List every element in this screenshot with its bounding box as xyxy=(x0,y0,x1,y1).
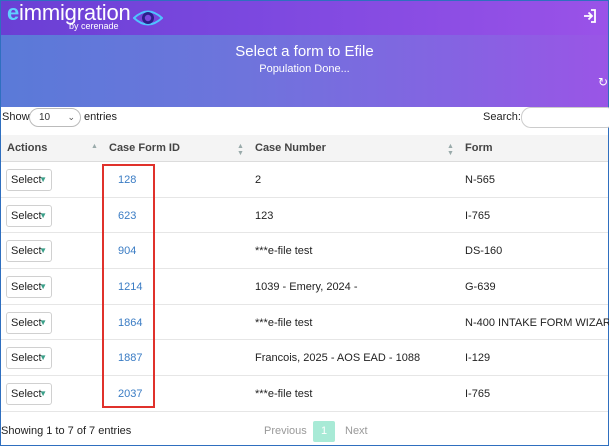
show-label: Show xyxy=(2,111,30,123)
case-number: 123 xyxy=(255,209,274,222)
table-row: Select ▼ 1214 1039 - Emery, 2024 - G-639 xyxy=(1,269,608,305)
chevron-down-icon: ▼ xyxy=(39,317,47,327)
logout-icon[interactable] xyxy=(582,8,598,24)
column-header-actions[interactable]: Actions xyxy=(7,142,48,154)
form-name: I-129 xyxy=(465,352,491,365)
chevron-down-icon: ▼ xyxy=(39,175,47,184)
form-name: N-400 INTAKE FORM WIZARD xyxy=(465,316,609,329)
table-row: Select ▼ 1887 Francois, 2025 - AOS EAD - … xyxy=(1,340,608,377)
entries-label: entries xyxy=(84,111,118,123)
sort-icon[interactable]: ▲ ▼ xyxy=(447,143,454,157)
case-form-id-link[interactable]: 1864 xyxy=(118,316,143,329)
column-header-case-number[interactable]: Case Number xyxy=(255,142,326,154)
sort-icon[interactable]: ▲ ▼ xyxy=(237,143,244,157)
table-controls: Show 10 ⌄ entries Search: xyxy=(1,107,609,135)
page-length-select[interactable]: 10 ⌄ xyxy=(29,108,81,127)
action-select[interactable]: Select ▼ xyxy=(6,204,52,227)
logo-text: eimmigration xyxy=(7,0,131,25)
form-name: I-765 xyxy=(465,209,491,222)
case-form-id-link[interactable]: 1887 xyxy=(118,352,143,365)
table-body: Select ▼ 128 2 N-565 Select ▼ 623 123 I-76… xyxy=(1,162,609,412)
table-row: Select ▼ 2037 ***e-file test I-765 xyxy=(1,376,608,412)
table-row: Select ▼ 128 2 N-565 xyxy=(1,162,608,198)
case-form-id-link[interactable]: 904 xyxy=(118,245,137,258)
case-number: ***e-file test xyxy=(255,388,313,401)
case-number: 1039 - Emery, 2024 - xyxy=(255,281,358,294)
status-text: Population Done... xyxy=(259,63,350,75)
form-name: DS-160 xyxy=(465,245,503,258)
case-form-id-link[interactable]: 2037 xyxy=(118,388,143,401)
form-name: G-639 xyxy=(465,281,496,294)
chevron-down-icon: ▼ xyxy=(39,353,47,363)
table-info: Showing 1 to 7 of 7 entries xyxy=(1,425,132,437)
case-form-id-link[interactable]: 623 xyxy=(118,209,137,222)
case-number: Francois, 2025 - AOS EAD - 1088 xyxy=(255,352,421,365)
column-header-case-form-id[interactable]: Case Form ID xyxy=(109,142,180,154)
chevron-down-icon: ▼ xyxy=(39,389,47,399)
chevron-down-icon: ▼ xyxy=(39,282,47,292)
action-select[interactable]: Select ▼ xyxy=(6,240,52,263)
previous-button[interactable]: Previous xyxy=(264,425,307,437)
chevron-down-icon: ▼ xyxy=(39,210,47,220)
highlight-box xyxy=(102,164,155,408)
case-number: ***e-file test xyxy=(255,245,313,258)
chevron-down-icon: ⌄ xyxy=(67,112,75,122)
page-title: Select a form to Efile xyxy=(235,43,374,60)
action-select[interactable]: Select ▼ xyxy=(6,169,52,191)
page-banner: Select a form to Efile Population Done..… xyxy=(1,35,608,107)
action-select[interactable]: Select ▼ xyxy=(6,311,52,334)
refresh-icon[interactable]: ↻ xyxy=(597,75,608,89)
table-row: Select ▼ 1864 ***e-file test N-400 INTAKE… xyxy=(1,305,609,341)
table-row: Select ▼ 904 ***e-file test DS-160 xyxy=(1,233,608,270)
top-bar: eimmigration by cerenade xyxy=(1,1,608,35)
action-select[interactable]: Select ▼ xyxy=(6,276,52,299)
page-button-current[interactable]: 1 xyxy=(313,421,335,442)
form-name: N-565 xyxy=(465,174,495,186)
case-form-id-link[interactable]: 128 xyxy=(118,174,137,186)
case-number: ***e-file test xyxy=(255,316,313,329)
column-header-form[interactable]: Form xyxy=(465,142,493,154)
next-button[interactable]: Next xyxy=(345,425,368,437)
action-select[interactable]: Select ▼ xyxy=(6,383,52,406)
action-select[interactable]: Select ▼ xyxy=(6,347,52,370)
sort-icon[interactable]: ▲ xyxy=(91,143,98,150)
logo-subtitle: by cerenade xyxy=(69,21,119,31)
table-header: Actions ▲ Case Form ID ▲ ▼ Case Number ▲ ▼… xyxy=(1,135,608,162)
chevron-down-icon: ▼ xyxy=(39,246,47,256)
case-form-id-link[interactable]: 1214 xyxy=(118,281,143,294)
search-label: Search: xyxy=(483,111,521,123)
eye-logo-icon xyxy=(133,10,163,26)
table-row: Select ▼ 623 123 I-765 xyxy=(1,198,608,234)
case-number: 2 xyxy=(255,174,262,186)
form-name: I-765 xyxy=(465,388,491,401)
search-input[interactable] xyxy=(521,107,609,128)
